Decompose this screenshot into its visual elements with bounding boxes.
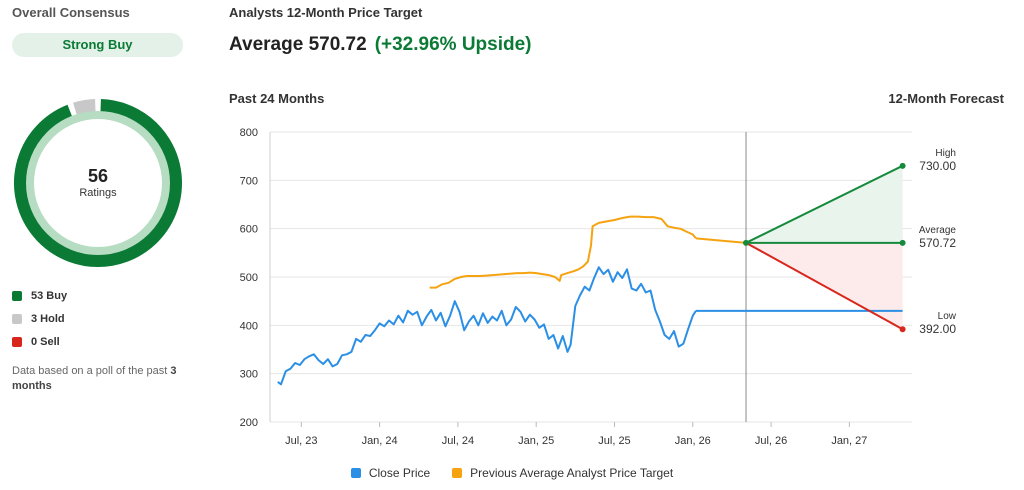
poll-note-text: Data based on a poll of the past xyxy=(12,365,171,377)
poll-note: Data based on a poll of the past 3 month… xyxy=(12,364,184,394)
upside-percent: (+32.96% Upside) xyxy=(374,34,532,55)
past-period-label: Past 24 Months xyxy=(229,91,325,106)
consensus-rating-badge: Strong Buy xyxy=(12,33,183,57)
forecast-low-value: 392.00 xyxy=(919,322,956,336)
legend-previous-target-label: Previous Average Analyst Price Target xyxy=(470,466,674,480)
close-price-line xyxy=(277,266,697,386)
ratings-donut xyxy=(14,99,182,267)
legend-close-price: Close Price xyxy=(350,466,431,480)
legend-previous-target: Previous Average Analyst Price Target xyxy=(452,466,673,480)
x-tick-label: Jan, 27 xyxy=(831,435,867,447)
x-tick-label: Jul, 23 xyxy=(285,435,317,447)
legend-sell-label: 0 Sell xyxy=(31,336,60,348)
donut-inner-ring xyxy=(26,111,170,255)
forecast-high-label: High xyxy=(935,148,956,159)
forecast-high-line xyxy=(745,164,904,244)
price-target-headline: Average 570.72 (+32.96% Upside) xyxy=(229,34,532,56)
y-tick-label: 600 xyxy=(240,224,258,236)
y-tick-label: 300 xyxy=(240,369,258,381)
chart-legend: Close Price Previous Average Analyst Pri… xyxy=(0,466,1024,480)
x-tick-label: Jul, 26 xyxy=(755,435,787,447)
previous-target-connector xyxy=(695,237,747,244)
sell-swatch xyxy=(12,337,22,347)
legend-buy-label: 53 Buy xyxy=(31,290,68,302)
previous-target-line xyxy=(429,215,697,289)
previous-target-swatch xyxy=(452,468,463,478)
forecast-low-point xyxy=(899,326,906,333)
forecast-period-label: 12-Month Forecast xyxy=(888,91,1004,106)
forecast-low-label: Low xyxy=(938,311,957,322)
forecast-average-value: 570.72 xyxy=(919,236,956,250)
donut-segment-0 xyxy=(14,99,182,267)
forecast-high-value: 730.00 xyxy=(919,159,956,173)
y-tick-label: 200 xyxy=(240,417,258,429)
y-tick-label: 700 xyxy=(240,175,258,187)
consensus-title: Overall Consensus xyxy=(12,5,130,20)
y-tick-label: 400 xyxy=(240,320,258,332)
legend-hold-label: 3 Hold xyxy=(31,313,65,325)
x-tick-label: Jul, 24 xyxy=(442,435,474,447)
x-tick-label: Jan, 25 xyxy=(518,435,554,447)
price-target-title: Analysts 12-Month Price Target xyxy=(229,5,423,20)
donut-segment-1 xyxy=(73,99,96,117)
y-tick-label: 500 xyxy=(240,272,258,284)
ratings-count: 56 xyxy=(87,166,109,186)
ratings-label: Ratings xyxy=(79,187,117,199)
x-tick-label: Jan, 26 xyxy=(675,435,711,447)
forecast-high-point xyxy=(899,162,906,169)
legend-buy: 53 Buy xyxy=(12,288,67,304)
legend-close-price-label: Close Price xyxy=(368,466,431,480)
legend-hold: 3 Hold xyxy=(12,311,65,327)
buy-swatch xyxy=(12,291,22,301)
x-tick-label: Jul, 25 xyxy=(598,435,630,447)
x-tick-label: Jan, 24 xyxy=(362,435,398,447)
average-price-target: Average 570.72 xyxy=(229,34,367,55)
forecast-average-point xyxy=(899,239,906,246)
forecast-average-label: Average xyxy=(919,225,957,236)
forecast-low-line xyxy=(745,241,904,331)
forecast-origin-point xyxy=(743,239,750,246)
donut-center: 56 Ratings xyxy=(12,166,184,199)
legend-sell: 0 Sell xyxy=(12,334,60,350)
poll-note-period: 3 months xyxy=(12,365,177,392)
hold-swatch xyxy=(12,314,22,324)
close-price-swatch xyxy=(350,468,361,478)
y-tick-label: 800 xyxy=(240,127,258,139)
